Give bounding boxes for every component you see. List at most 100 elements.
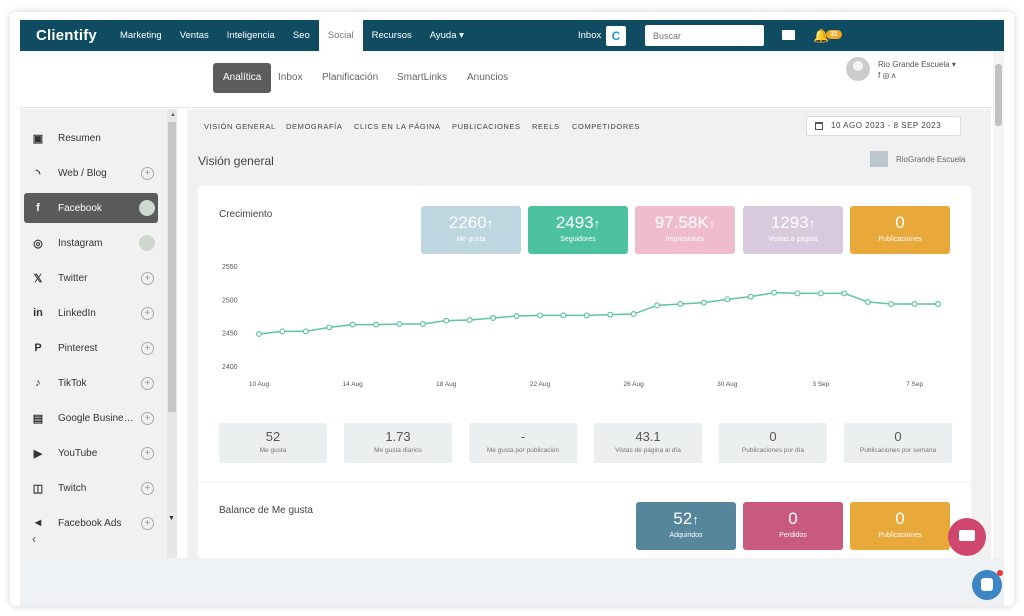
sidebar-item-twitter[interactable]: 𝕏 Twitter + [24, 263, 158, 293]
user-menu[interactable]: Rio Grande Escuela ▾ f ◎ ʌ [846, 57, 956, 81]
data-point[interactable] [654, 302, 661, 309]
data-point[interactable] [279, 328, 286, 335]
data-point[interactable] [630, 310, 637, 317]
sidebar-item-twitch[interactable]: ◫ Twitch + [24, 473, 158, 503]
nav-marketing[interactable]: Marketing [119, 30, 162, 41]
add-icon[interactable]: + [141, 376, 154, 390]
nav-ayuda[interactable]: Ayuda ▾ [429, 30, 464, 41]
data-point[interactable] [677, 300, 684, 307]
add-icon[interactable]: + [141, 481, 154, 495]
data-point[interactable] [443, 317, 450, 324]
social-icons: f ◎ ʌ [878, 71, 896, 80]
sidebar-item-tiktok[interactable]: ♪ TikTok + [24, 368, 158, 398]
arrow-up-icon: ↑ [593, 216, 601, 231]
nav-ventas[interactable]: Ventas [179, 30, 209, 41]
scroll-up-icon[interactable]: ▲ [170, 112, 176, 118]
page-scroll-thumb[interactable] [995, 64, 1002, 126]
tab-demografia[interactable]: DEMOGRAFÍA [286, 122, 343, 131]
data-point[interactable] [302, 328, 309, 335]
chat-icon[interactable] [948, 518, 986, 556]
data-point[interactable] [396, 320, 403, 327]
sidebar-item-pinterest[interactable]: P Pinterest + [24, 333, 158, 363]
stat-value: 52 [265, 429, 281, 444]
tab-inbox[interactable]: Inbox [278, 72, 303, 83]
sidebar-item-instagram[interactable]: ◎ Instagram [24, 228, 158, 258]
nav-inteligencia[interactable]: Inteligencia [226, 30, 275, 41]
tab-reels[interactable]: REELS [532, 122, 560, 131]
data-point[interactable] [747, 293, 754, 300]
page-scrollbar[interactable] [993, 51, 1004, 558]
add-icon[interactable]: + [141, 446, 154, 460]
add-icon[interactable]: + [141, 306, 154, 320]
section-divider [198, 482, 971, 483]
date-range-picker[interactable]: 10 AGO 2023 - 8 SEP 2023 [806, 116, 961, 136]
add-icon[interactable]: + [141, 166, 154, 180]
add-icon[interactable]: + [141, 411, 154, 425]
data-point[interactable] [326, 324, 333, 331]
tab-publicaciones[interactable]: PUBLICACIONES [452, 122, 521, 131]
data-point[interactable] [419, 320, 426, 327]
data-point[interactable] [349, 321, 356, 328]
tab-anuncios[interactable]: Anuncios [467, 72, 509, 83]
sidebar-item-facebook-ads[interactable]: ◄ Facebook Ads + [24, 508, 158, 538]
inbox-icon[interactable]: C [606, 26, 626, 46]
data-point[interactable] [490, 314, 497, 321]
search-input[interactable] [645, 25, 764, 46]
data-point[interactable] [536, 312, 543, 319]
tab-clics[interactable]: CLICS EN LA PÁGINA [354, 122, 441, 131]
nav-seo[interactable]: Seo [292, 30, 310, 41]
tab-analitica[interactable]: Analítica [213, 63, 272, 93]
inbox-label[interactable]: Inbox [578, 30, 602, 41]
sidebar-item-resumen[interactable]: ▣ Resumen [24, 123, 158, 153]
sidebar-item-youtube[interactable]: ▶ YouTube + [24, 438, 158, 468]
collapse-icon[interactable]: ‹ [32, 532, 36, 546]
mail-icon[interactable] [782, 30, 795, 40]
account-avatar [139, 235, 155, 251]
clientify-logo[interactable]: Clientify [36, 27, 97, 44]
add-icon[interactable]: + [141, 271, 154, 285]
data-point[interactable] [934, 300, 941, 307]
data-point[interactable] [466, 316, 473, 323]
kpi-number: 97.58K [654, 213, 709, 232]
x-icon: 𝕏 [33, 272, 43, 285]
y-tick-label: 2550 [222, 264, 238, 271]
sidebar-scroll-thumb[interactable] [168, 122, 176, 412]
data-point[interactable] [888, 300, 895, 307]
data-point[interactable] [841, 290, 848, 297]
tab-planificacion[interactable]: Planificación [322, 72, 379, 83]
kpi-number: 0 [788, 509, 798, 528]
kpi-label: Seguidores [560, 236, 596, 243]
tab-smartlinks[interactable]: SmartLinks [397, 72, 448, 83]
add-icon[interactable]: + [141, 341, 154, 355]
bell-icon[interactable]: 🔔 [813, 28, 830, 43]
data-point[interactable] [513, 312, 520, 319]
data-point[interactable] [794, 290, 801, 297]
sidebar-item-web-blog[interactable]: ◝ Web / Blog + [24, 158, 158, 188]
data-point[interactable] [583, 312, 590, 319]
scroll-down-icon[interactable]: ▼ [168, 515, 175, 522]
data-point[interactable] [373, 321, 380, 328]
data-point[interactable] [700, 299, 707, 306]
data-point[interactable] [911, 300, 918, 307]
tab-vision-general[interactable]: VISIÓN GENERAL [204, 122, 276, 131]
sidebar-item-label: Web / Blog [58, 167, 107, 179]
sidebar-item-linkedin[interactable]: in LinkedIn + [24, 298, 158, 328]
sub-navigation: Analítica Inbox Planificación SmartLinks… [20, 51, 994, 108]
nav-recursos[interactable]: Recursos [371, 30, 412, 41]
nav-social[interactable]: Social [318, 20, 363, 51]
add-icon[interactable]: + [141, 516, 154, 530]
tab-competidores[interactable]: COMPETIDORES [572, 122, 641, 131]
account-name: RioGrande Escuela [896, 154, 966, 164]
data-point[interactable] [724, 296, 731, 303]
data-point[interactable] [771, 289, 778, 296]
sidebar-item-google-busine-[interactable]: ▤ Google Busine… + [24, 403, 158, 433]
data-point[interactable] [864, 298, 871, 305]
account-selector[interactable]: RioGrande Escuela [870, 151, 965, 167]
arrow-up-icon: ↑ [486, 216, 494, 231]
sidebar-item-facebook[interactable]: f Facebook [24, 193, 158, 223]
data-point[interactable] [560, 312, 567, 319]
stat-label: Me gusta [259, 447, 287, 454]
data-point[interactable] [817, 290, 824, 297]
data-point[interactable] [607, 311, 614, 318]
data-point[interactable] [255, 330, 262, 337]
